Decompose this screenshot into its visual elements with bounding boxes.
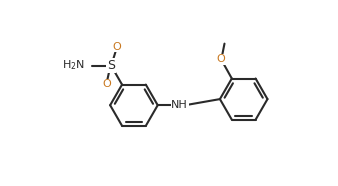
Text: O: O	[216, 54, 225, 65]
Text: O: O	[112, 42, 121, 52]
Text: O: O	[102, 79, 111, 89]
Text: H$_2$N: H$_2$N	[62, 59, 85, 73]
Text: S: S	[107, 59, 115, 72]
Text: NH: NH	[171, 100, 188, 110]
